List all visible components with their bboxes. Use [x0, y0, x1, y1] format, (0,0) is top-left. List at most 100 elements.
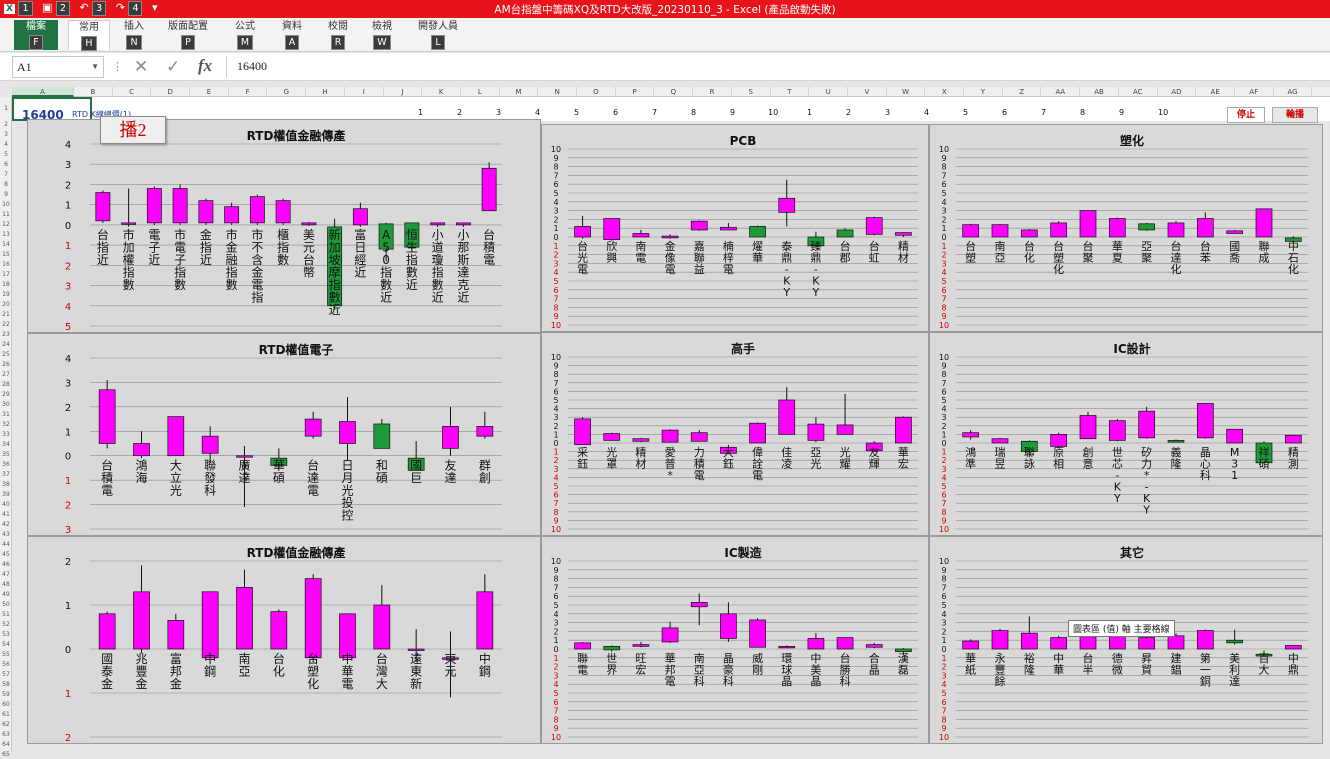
candle-body[interactable] — [632, 438, 650, 442]
candle-body[interactable] — [895, 232, 912, 236]
row-header[interactable]: 32 — [2, 421, 10, 428]
candle-body[interactable] — [373, 423, 391, 449]
row-header[interactable]: 42 — [2, 521, 10, 528]
candle-body[interactable] — [661, 627, 679, 643]
candle-body[interactable] — [574, 418, 591, 446]
column-header[interactable]: T — [771, 87, 810, 97]
candle-body[interactable] — [807, 638, 825, 650]
row-header[interactable]: 17 — [2, 271, 10, 278]
column-header[interactable]: V — [848, 87, 887, 97]
candle-body[interactable] — [236, 587, 253, 650]
candle-body[interactable] — [574, 226, 591, 238]
row-header[interactable]: 55 — [2, 651, 10, 658]
candle-body[interactable] — [749, 422, 766, 444]
row-header[interactable]: 45 — [2, 551, 10, 558]
column-header[interactable]: AF — [1235, 87, 1274, 97]
candle-body[interactable] — [895, 416, 912, 444]
insert-function-icon[interactable]: fx — [198, 56, 213, 75]
candle-body[interactable] — [1284, 237, 1302, 242]
column-header[interactable]: F — [229, 87, 268, 97]
candle-body[interactable] — [1284, 645, 1302, 650]
row-header[interactable]: 52 — [2, 621, 10, 628]
candle-body[interactable] — [476, 426, 494, 437]
save-icon[interactable]: ▣ — [42, 1, 53, 14]
candle-body[interactable] — [352, 208, 368, 226]
candle-body[interactable] — [603, 433, 621, 441]
column-header[interactable]: J — [384, 87, 423, 97]
row-header[interactable]: 13 — [2, 231, 10, 238]
candlestick-chart[interactable]: 4 3 2 1 0 1 2 3 4 5 RTD權值金融傳產 台指近 市加權指數 電子近 市電子指數 金指近 市金… — [27, 119, 541, 333]
row-header[interactable]: 11 — [2, 211, 10, 218]
row-header[interactable]: 4 — [4, 141, 8, 148]
candle-body[interactable] — [778, 646, 796, 649]
column-header[interactable]: AC — [1119, 87, 1158, 97]
candlestick-chart[interactable]: 4 3 2 1 0 1 2 3 RTD權值電子 台積電 鴻海 大立光 聯發科 廣達 華碩 台達電 日月光投控 和碩… — [27, 333, 541, 536]
customize-qat-icon[interactable]: ▾ — [151, 1, 158, 14]
row-header[interactable]: 21 — [2, 311, 10, 318]
column-header[interactable]: R — [693, 87, 732, 97]
candle-body[interactable] — [836, 424, 854, 435]
tab-w[interactable]: 檢視 W — [364, 20, 400, 50]
row-header[interactable]: 38 — [2, 481, 10, 488]
candle-body[interactable] — [172, 188, 188, 224]
candle-body[interactable] — [1167, 222, 1185, 238]
row-header[interactable]: 57 — [2, 671, 10, 678]
candle-body[interactable] — [991, 438, 1009, 444]
stop-button[interactable]: 停止 — [1227, 107, 1265, 123]
candle-body[interactable] — [1138, 410, 1156, 439]
row-header[interactable]: 50 — [2, 601, 10, 608]
row-header[interactable]: 36 — [2, 461, 10, 468]
row-header[interactable]: 37 — [2, 471, 10, 478]
candle-body[interactable] — [661, 235, 679, 239]
column-header[interactable]: Z — [1003, 87, 1042, 97]
candle-body[interactable] — [603, 218, 621, 240]
candle-body[interactable] — [1226, 230, 1244, 234]
candle-body[interactable] — [865, 644, 883, 648]
candle-body[interactable] — [574, 642, 591, 650]
tab-l[interactable]: 開發人員 L — [412, 20, 464, 50]
candle-body[interactable] — [807, 423, 825, 441]
column-header[interactable]: N — [538, 87, 578, 97]
candle-body[interactable] — [1079, 415, 1097, 440]
candle-body[interactable] — [201, 435, 219, 454]
candle-body[interactable] — [1226, 428, 1244, 444]
row-header[interactable]: 18 — [2, 281, 10, 288]
candle-body[interactable] — [98, 613, 116, 650]
candle-body[interactable] — [98, 389, 116, 444]
column-header[interactable]: K — [422, 87, 461, 97]
candlestick-chart[interactable]: 10 9 8 7 6 5 4 3 2 1 0 1 2 3 4 5 6 7 8 9 10 塑化 台塑 南亞 台化 台塑化 台聚 華夏 亞聚… — [929, 124, 1323, 332]
column-header[interactable]: O — [577, 87, 616, 97]
row-header[interactable]: 23 — [2, 331, 10, 338]
row-header[interactable]: 51 — [2, 611, 10, 618]
row-header[interactable]: 44 — [2, 541, 10, 548]
column-header[interactable]: M — [500, 87, 539, 97]
cancel-icon[interactable]: ✕ — [134, 57, 149, 77]
candle-body[interactable] — [1196, 218, 1214, 238]
candlestick-chart[interactable]: 10 9 8 7 6 5 4 3 2 1 0 1 2 3 4 5 6 7 8 9 10 PCB 台光電 欣興 南電 金像電 嘉聯益楠… — [541, 124, 929, 332]
candle-body[interactable] — [1284, 434, 1302, 444]
candle-body[interactable] — [339, 421, 356, 444]
candle-body[interactable] — [1167, 440, 1185, 443]
name-box[interactable]: A1 ▼ — [12, 56, 104, 78]
row-header[interactable]: 10 — [2, 201, 10, 208]
undo-icon[interactable]: ↶ — [79, 1, 89, 14]
row-header[interactable]: 63 — [2, 731, 10, 738]
row-header[interactable]: 30 — [2, 401, 10, 408]
candle-body[interactable] — [1255, 208, 1273, 238]
candlestick-chart[interactable]: 10 9 8 7 6 5 4 3 2 1 0 1 2 3 4 5 6 7 8 9 10 IC製造 聯電 世界 旺宏 華邦電 南亞科晶… — [541, 536, 929, 744]
row-header[interactable]: 43 — [2, 531, 10, 538]
candle-body[interactable] — [442, 426, 459, 449]
row-header[interactable]: 27 — [2, 371, 10, 378]
row-header[interactable]: 16 — [2, 261, 10, 268]
column-header[interactable]: Q — [655, 87, 694, 97]
column-header[interactable]: X — [925, 87, 965, 97]
column-header[interactable]: AE — [1196, 87, 1235, 97]
candle-body[interactable] — [865, 217, 883, 235]
candle-body[interactable] — [632, 644, 650, 647]
column-header[interactable]: A — [12, 87, 74, 97]
candle-body[interactable] — [304, 578, 322, 659]
column-header[interactable]: G — [268, 87, 307, 97]
tab-a[interactable]: 資料 A — [276, 20, 308, 50]
broadcast-button[interactable]: 播2 — [100, 116, 166, 144]
candle-body[interactable] — [146, 188, 162, 224]
